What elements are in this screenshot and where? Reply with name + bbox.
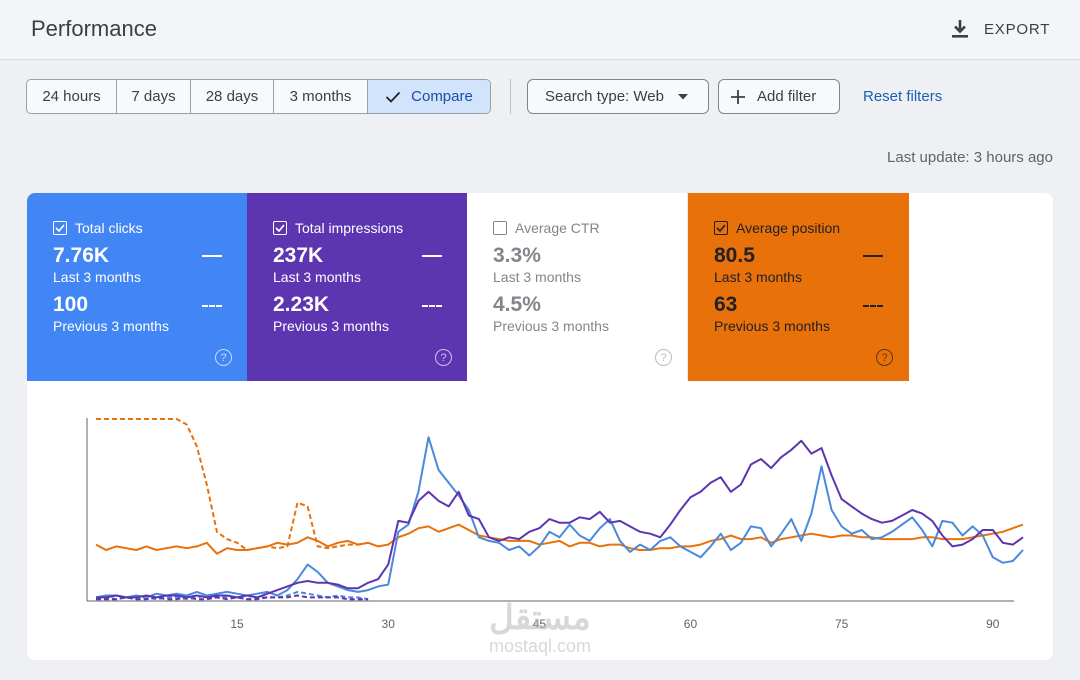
checkbox-checked-icon[interactable] [714,221,728,235]
range-7-days[interactable]: 7 days [117,80,191,113]
metric-label: Total impressions [295,220,404,236]
help-icon[interactable]: ? [876,349,893,366]
metric-previous-value: 4.5% [493,293,541,316]
export-button[interactable]: EXPORT [950,18,1050,40]
metric-card-average-position[interactable]: Average position 80.5 Last 3 months 63 P… [688,193,909,381]
help-icon[interactable]: ? [655,349,672,366]
x-tick-label: 60 [684,617,698,631]
checkbox-checked-icon[interactable] [273,221,287,235]
metric-previous-period: Previous 3 months [714,318,830,334]
metric-previous-period: Previous 3 months [493,318,609,334]
watermark-latin: mostaql.com [488,636,592,656]
metric-period: Last 3 months [493,269,581,285]
checkbox-checked-icon[interactable] [53,221,67,235]
x-tick-label: 15 [230,617,244,631]
add-filter-button[interactable]: Add filter [718,79,840,114]
series-line-total-clicks [95,436,1024,599]
metric-label: Average CTR [515,220,600,236]
download-icon [952,20,968,38]
toolbar-divider [510,79,511,114]
range-28-days[interactable]: 28 days [191,80,274,113]
metric-previous-period: Previous 3 months [273,318,389,334]
range-24-hours[interactable]: 24 hours [27,80,117,113]
metric-card-total-clicks[interactable]: Total clicks 7.76K Last 3 months 100 Pre… [27,193,248,381]
metric-previous-value: 63 [714,293,738,316]
metric-previous-value: 2.23K [273,293,330,316]
metric-value: 7.76K [53,244,110,267]
metric-label: Total clicks [75,220,143,236]
date-range-selector: 24 hours 7 days 28 days 3 months Compare [26,79,491,114]
checkbox-unchecked-icon[interactable] [493,221,507,235]
watermark-arabic: مستقل [489,599,591,637]
x-tick-label: 30 [382,617,396,631]
metric-previous-value: 100 [53,293,89,316]
help-icon[interactable]: ? [215,349,232,366]
series-line-total-impressions [96,439,1024,599]
solid-line-legend-icon [863,255,883,257]
search-type-dropdown[interactable]: Search type: Web [527,79,709,114]
help-icon[interactable]: ? [435,349,452,366]
compare-label: Compare [411,88,473,105]
metric-value: 80.5 [714,244,755,267]
metric-card-total-impressions[interactable]: Total impressions 237K Last 3 months 2.2… [247,193,468,381]
dashed-line-legend-icon [422,305,442,307]
plus-icon [731,89,745,104]
filter-toolbar: 24 hours 7 days 28 days 3 months Compare… [0,78,1080,116]
export-label: EXPORT [984,20,1051,38]
x-tick-label: 75 [835,617,849,631]
dropdown-arrow-icon [677,93,688,99]
series-line-average-position [95,523,1024,555]
metric-value: 3.3% [493,244,541,267]
metric-period: Last 3 months [714,269,802,285]
series-line-previous-position [96,418,369,551]
performance-chart[interactable]: 15 30 45 60 75 90 [27,383,1053,653]
watermark: مستقل mostaql.com [460,600,620,657]
range-3-months[interactable]: 3 months [274,80,368,113]
add-filter-label: Add filter [757,88,817,105]
check-icon [386,91,401,103]
metric-card-average-ctr[interactable]: Average CTR 3.3% Last 3 months 4.5% Prev… [467,193,688,381]
metric-label: Average position [736,220,841,236]
x-tick-label: 90 [986,617,1000,631]
search-type-label: Search type: Web [545,88,664,105]
page-header: Performance EXPORT [0,0,1080,60]
dashed-line-legend-icon [863,305,883,307]
metric-period: Last 3 months [53,269,141,285]
compare-button[interactable]: Compare [368,80,490,113]
solid-line-legend-icon [202,255,222,257]
metric-previous-period: Previous 3 months [53,318,169,334]
solid-line-legend-icon [422,255,442,257]
reset-filters-link[interactable]: Reset filters [863,88,943,105]
metric-period: Last 3 months [273,269,361,285]
dashed-line-legend-icon [202,305,222,307]
last-update-text: Last update: 3 hours ago [887,149,1053,166]
series-line-previous-impressions [96,594,369,601]
performance-card: Total clicks 7.76K Last 3 months 100 Pre… [27,193,1053,660]
metric-value: 237K [273,244,324,267]
x-tick-label: 45 [533,617,547,631]
page-title: Performance [31,16,157,41]
